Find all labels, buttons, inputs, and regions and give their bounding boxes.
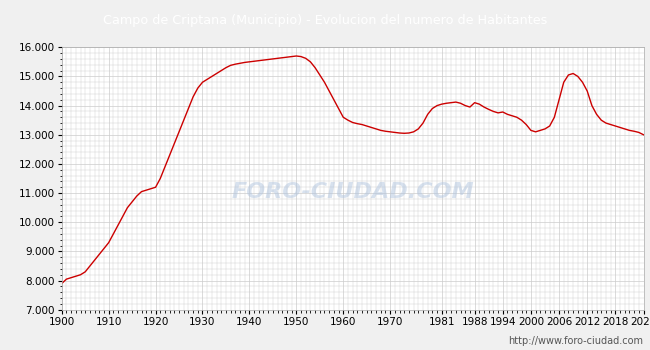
Text: Campo de Criptana (Municipio) - Evolucion del numero de Habitantes: Campo de Criptana (Municipio) - Evolucio… (103, 14, 547, 27)
Text: FORO-CIUDAD.COM: FORO-CIUDAD.COM (231, 182, 474, 202)
Text: http://www.foro-ciudad.com: http://www.foro-ciudad.com (508, 336, 644, 346)
